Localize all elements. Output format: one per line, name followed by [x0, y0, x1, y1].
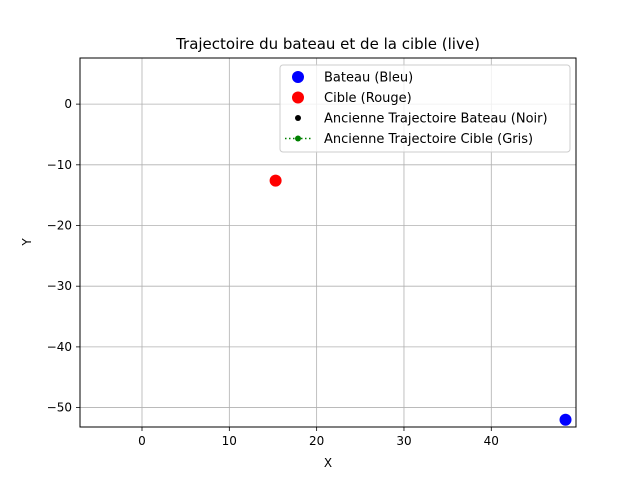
x-tick-label: 20	[309, 434, 324, 448]
legend-marker-swatch	[292, 91, 304, 104]
y-axis-label: Y	[20, 238, 34, 247]
x-tick-label: 40	[484, 434, 499, 448]
legend-label: Cible (Rouge)	[324, 91, 412, 106]
legend-box	[279, 64, 571, 153]
y-tick-label: −30	[47, 279, 72, 293]
legend-marker-swatch	[295, 135, 301, 142]
plot-area-frame	[79, 57, 577, 428]
x-tick-label: 0	[138, 434, 146, 448]
y-tick-label: −50	[47, 401, 72, 415]
data-point	[559, 413, 572, 426]
x-tick-label: 10	[222, 434, 237, 448]
legend-label: Bateau (Bleu)	[324, 71, 413, 86]
data-point	[269, 174, 282, 187]
chart-title: Trajectoire du bateau et de la cible (li…	[175, 35, 480, 53]
y-tick-label: −40	[47, 340, 72, 354]
axis-ticks: 0 10 20 30 40 0 −10 −20 −30 −40 −50	[47, 97, 499, 448]
legend-label: Ancienne Trajectoire Bateau (Noir)	[324, 112, 548, 127]
y-tick-label: 0	[64, 97, 72, 111]
x-axis-label: X	[324, 456, 332, 470]
x-tick-label: 30	[396, 434, 411, 448]
y-tick-label: −20	[47, 219, 72, 233]
data-points	[269, 174, 572, 426]
legend-entries: Bateau (Bleu) Cible (Rouge) Ancienne Traje…	[285, 71, 548, 147]
legend: Bateau (Bleu) Cible (Rouge) Ancienne Traje…	[279, 64, 571, 153]
legend-label: Ancienne Trajectoire Cible (Gris)	[324, 132, 533, 147]
legend-marker-swatch	[292, 71, 304, 83]
y-tick-label: −10	[47, 158, 72, 172]
legend-marker-swatch	[295, 115, 301, 121]
